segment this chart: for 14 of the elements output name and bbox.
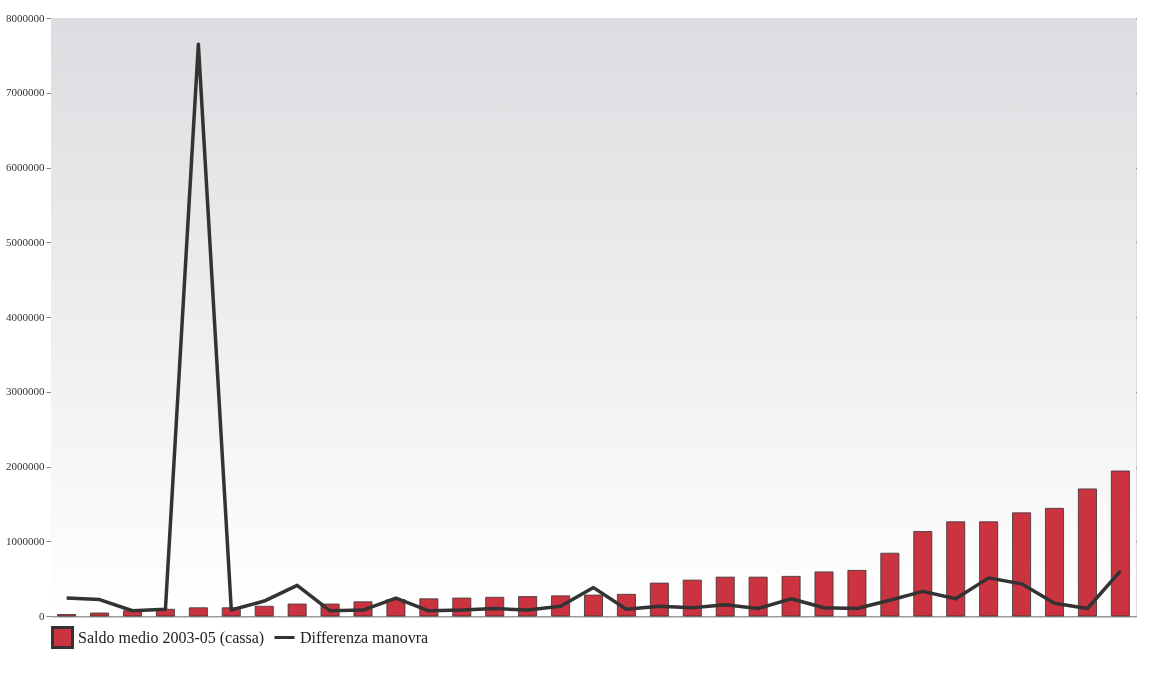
legend-label: Differenza manovra xyxy=(300,628,429,646)
bar xyxy=(188,607,208,617)
y-tick-label: 8000000 xyxy=(6,11,45,24)
y-tick-label: 7000000 xyxy=(6,86,45,99)
y-tick-label: 4000000 xyxy=(6,310,45,323)
y-tick-label: 3000000 xyxy=(6,385,45,398)
y-tick-label: 6000000 xyxy=(6,161,45,173)
y-tick-label: 1000000 xyxy=(6,534,45,547)
legend-label: Saldo medio 2003-05 (cassa) xyxy=(78,628,265,647)
y-tick-label: 0 xyxy=(39,609,45,622)
y-tick-label: 2000000 xyxy=(6,460,45,472)
y-tick-label: 5000000 xyxy=(6,235,45,248)
bar xyxy=(287,603,307,617)
bar xyxy=(90,612,110,617)
